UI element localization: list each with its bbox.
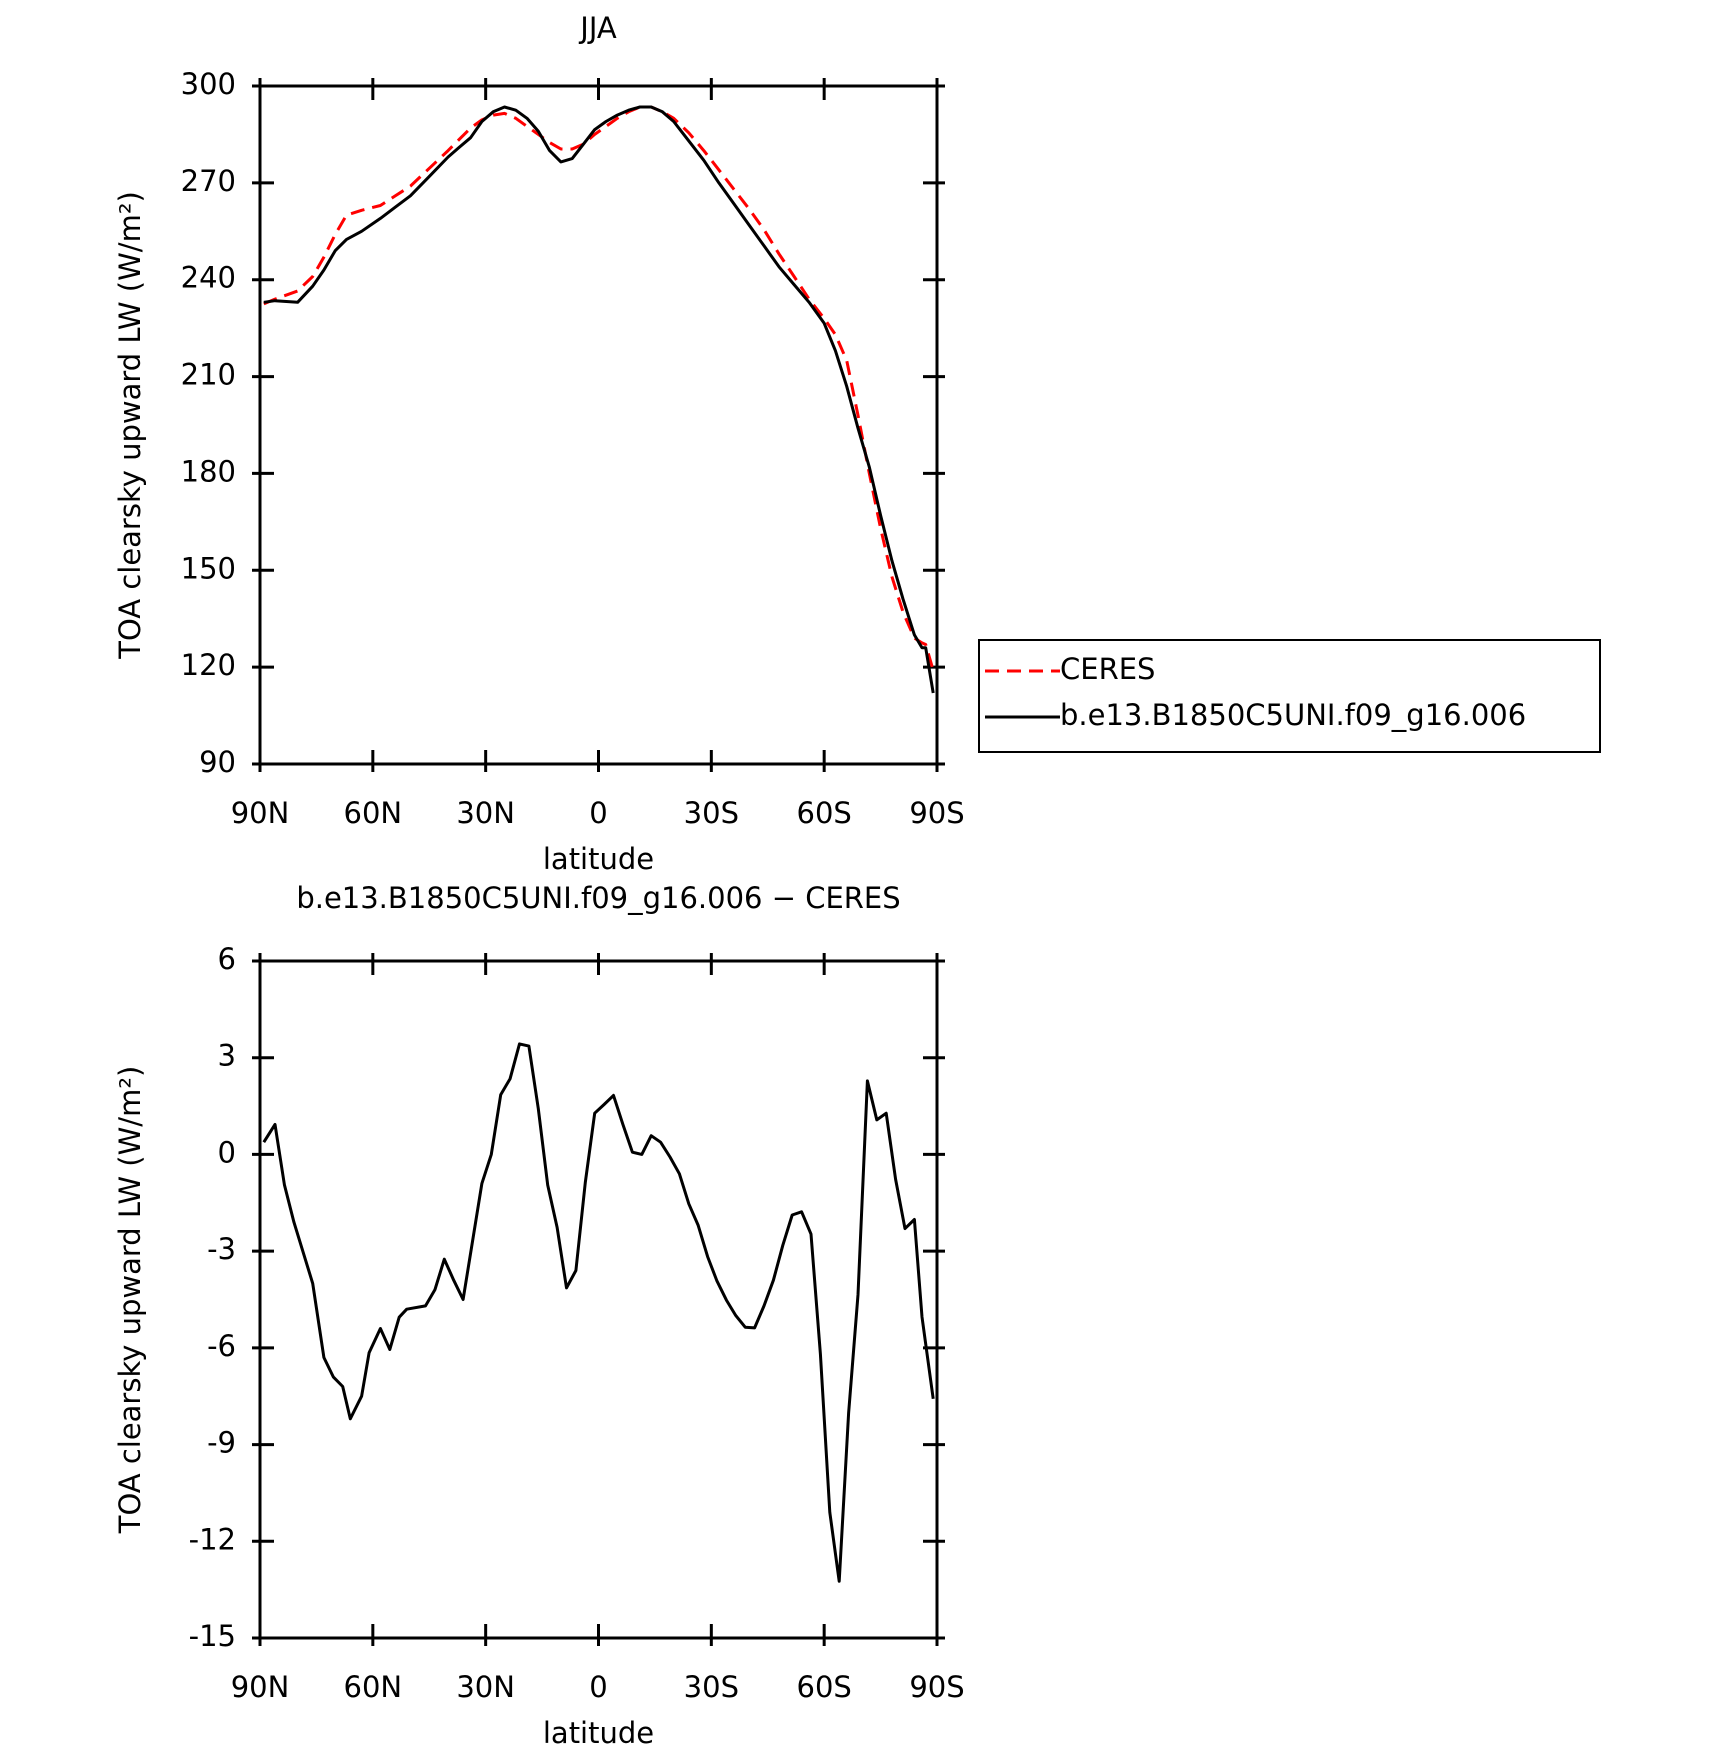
- y-tick-label: 6: [218, 942, 236, 976]
- x-tick-label: 0: [589, 796, 607, 830]
- x-tick-label: 90S: [909, 1670, 964, 1704]
- y-tick-label: 300: [181, 67, 236, 101]
- legend-label: b.e13.B1850C5UNI.f09_g16.006: [1060, 698, 1526, 732]
- x-tick-label: 90N: [231, 796, 290, 830]
- x-axis-label: latitude: [543, 1716, 654, 1750]
- y-tick-label: 210: [181, 358, 236, 392]
- x-axis-label: latitude: [543, 842, 654, 876]
- y-tick-label: 120: [181, 648, 236, 682]
- x-tick-label: 60N: [344, 796, 403, 830]
- x-tick-label: 30S: [684, 1670, 739, 1704]
- y-tick-label: 270: [181, 164, 236, 198]
- y-tick-label: -6: [207, 1329, 236, 1363]
- y-tick-label: -12: [189, 1522, 236, 1556]
- plot-frame: [258, 959, 939, 1640]
- y-tick-label: -9: [207, 1426, 236, 1460]
- y-axis-label: TOA clearsky upward LW (W/m²): [113, 191, 147, 660]
- y-tick-label: 3: [218, 1039, 236, 1073]
- y-tick-label: 180: [181, 454, 236, 488]
- data-line: [262, 1042, 935, 1583]
- y-tick-label: 90: [199, 745, 236, 779]
- x-tick-label: 90S: [909, 796, 964, 830]
- legend-label: CERES: [1060, 652, 1155, 686]
- data-line: [263, 105, 935, 694]
- x-tick-label: 30N: [456, 796, 515, 830]
- data-line: [263, 105, 935, 671]
- legend-box: [978, 639, 1601, 753]
- y-tick-label: 240: [181, 261, 236, 295]
- chart-title: b.e13.B1850C5UNI.f09_g16.006 − CERES: [296, 881, 900, 915]
- x-tick-label: 60S: [797, 1670, 852, 1704]
- x-tick-label: 60N: [344, 1670, 403, 1704]
- x-tick-label: 60S: [797, 796, 852, 830]
- y-tick-label: 0: [218, 1135, 236, 1169]
- y-tick-label: -15: [189, 1619, 236, 1653]
- plot-frame: [258, 84, 939, 766]
- y-axis-label: TOA clearsky upward LW (W/m²): [113, 1066, 147, 1535]
- x-tick-label: 30N: [456, 1670, 515, 1704]
- x-tick-label: 0: [589, 1670, 607, 1704]
- x-tick-label: 90N: [231, 1670, 290, 1704]
- chart-title: JJA: [578, 11, 617, 45]
- y-tick-label: -3: [207, 1232, 236, 1266]
- y-tick-label: 150: [181, 551, 236, 585]
- x-tick-label: 30S: [684, 796, 739, 830]
